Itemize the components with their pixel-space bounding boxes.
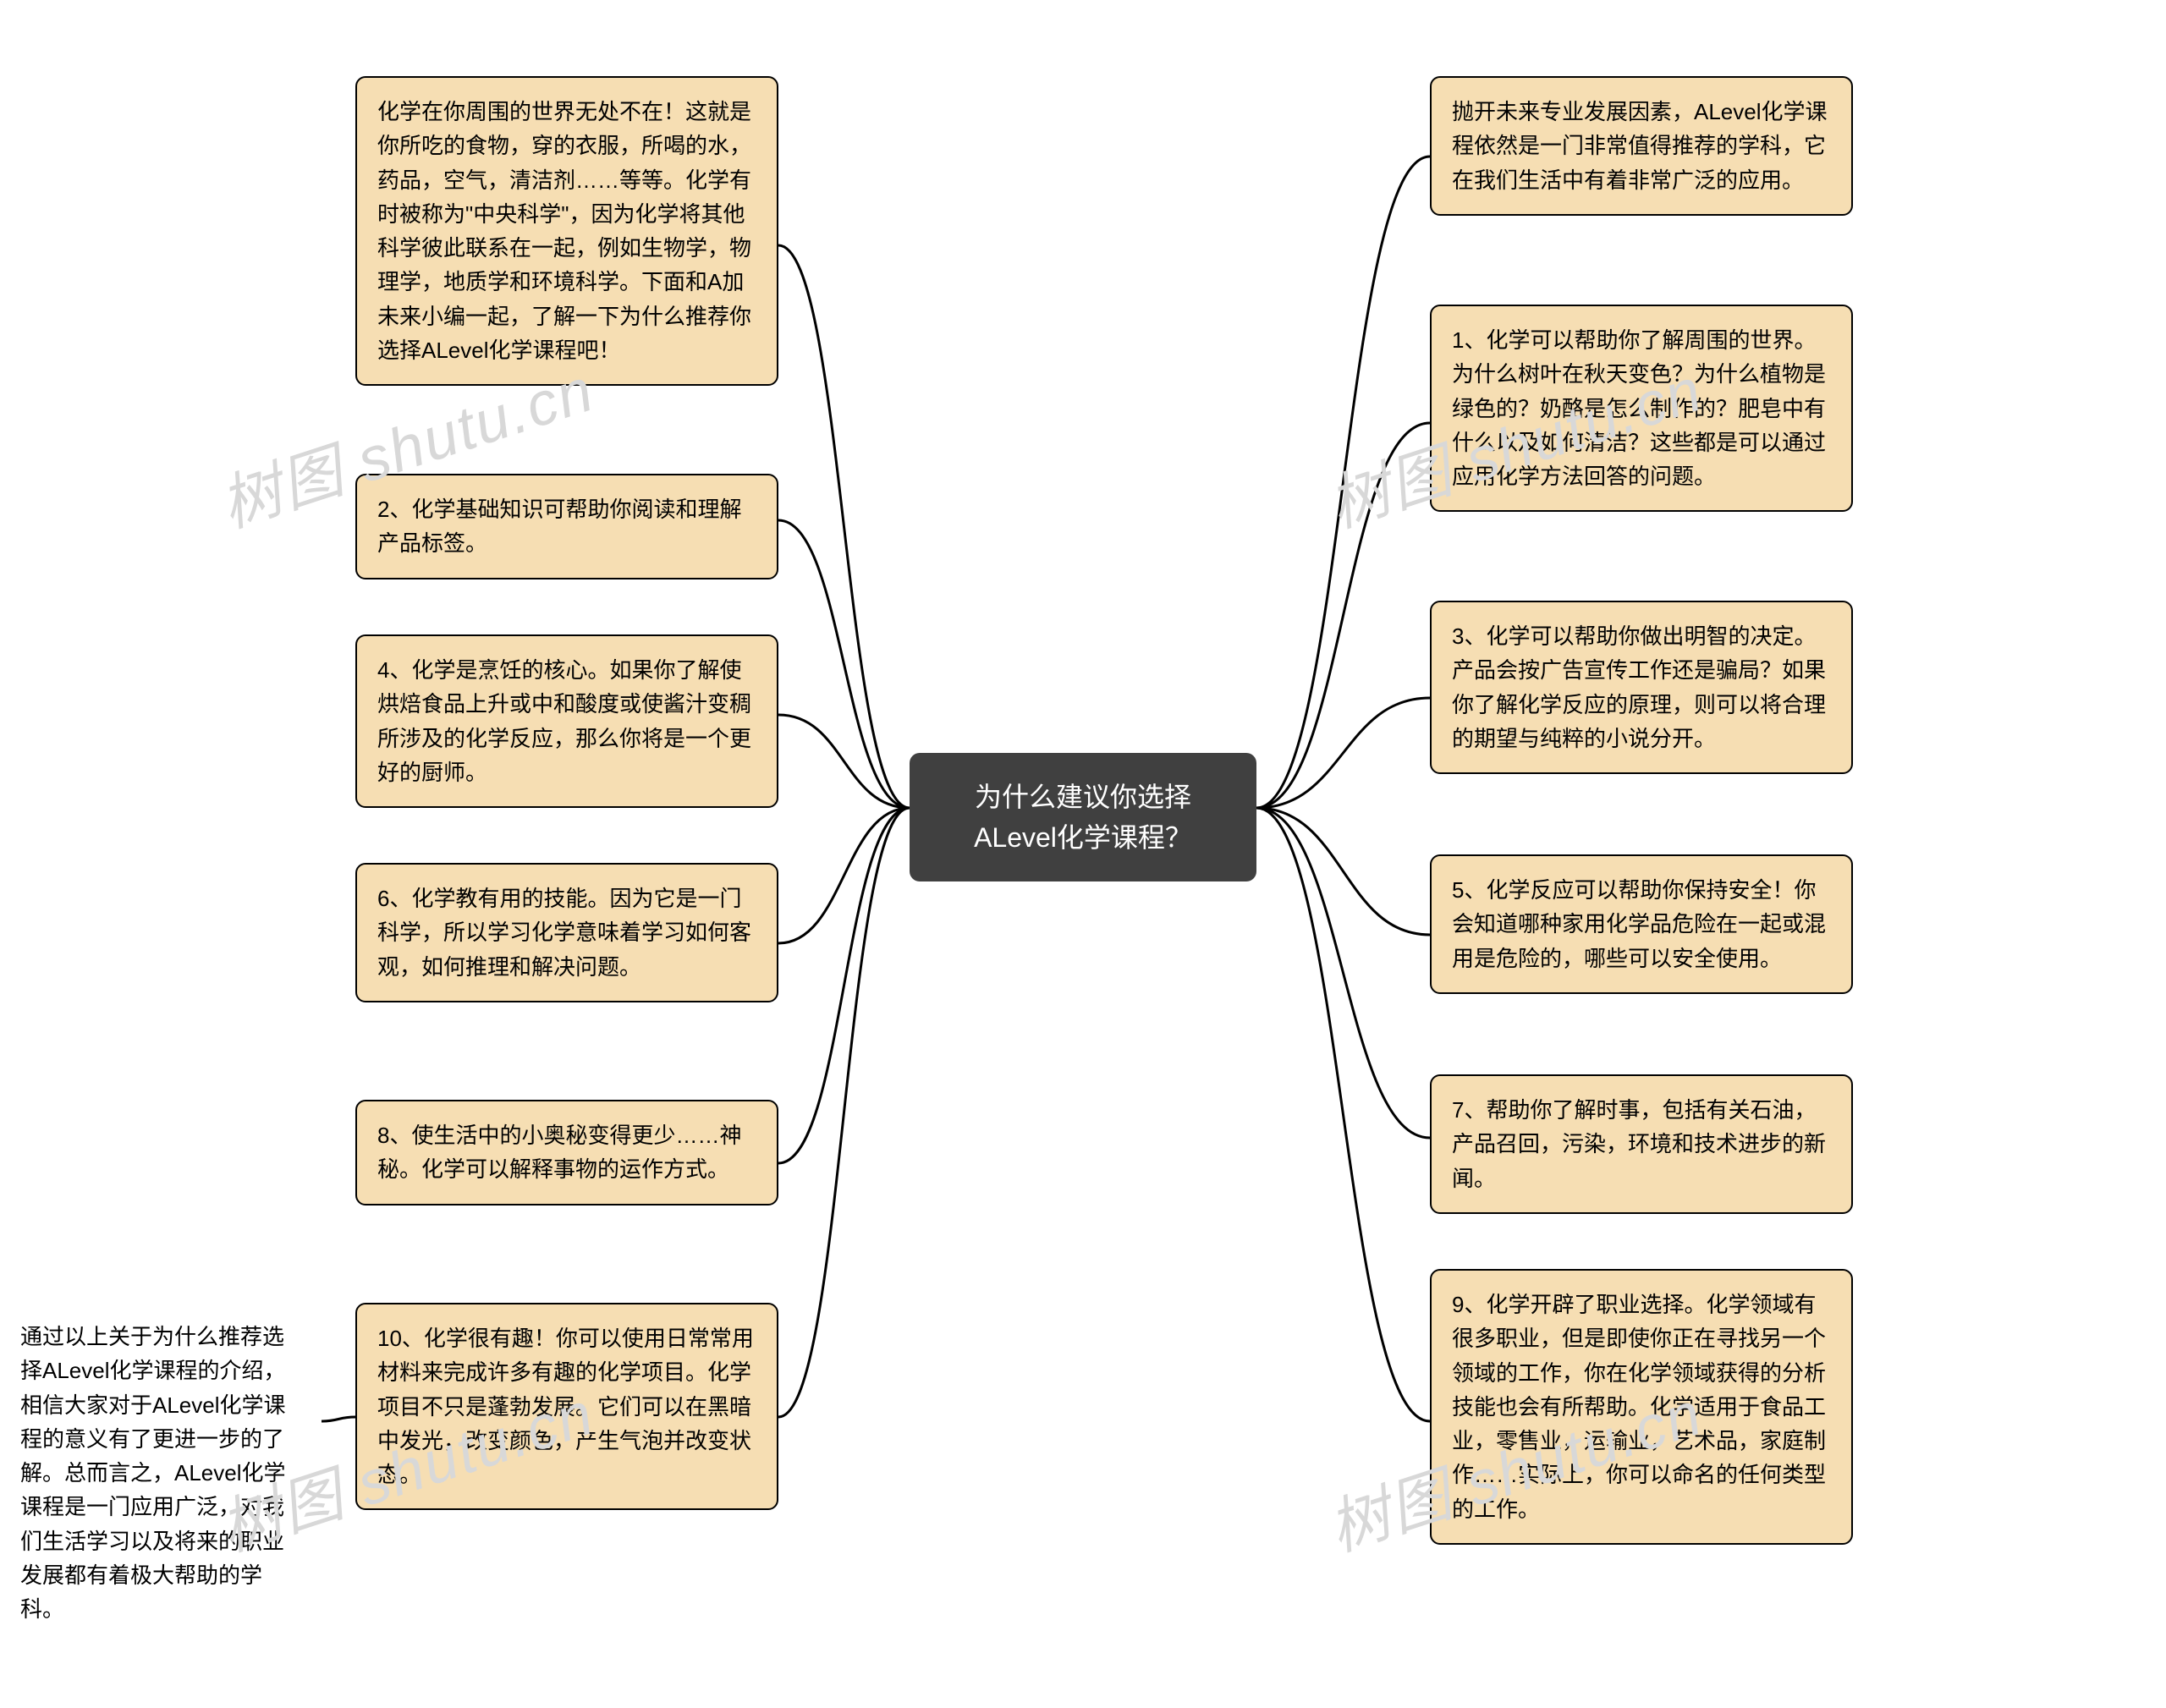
branch-text: 2、化学基础知识可帮助你阅读和理解产品标签。 (377, 497, 741, 556)
connector (1256, 698, 1430, 808)
branch-reason-7[interactable]: 7、帮助你了解时事，包括有关石油，产品召回，污染，环境和技术进步的新闻。 (1430, 1074, 1853, 1214)
branch-text: 通过以上关于为什么推荐选择ALevel化学课程的介绍，相信大家对于ALevel化… (20, 1324, 286, 1622)
connector (778, 520, 910, 808)
center-topic[interactable]: 为什么建议你选择ALevel化学课程？ (910, 753, 1256, 881)
branch-text: 8、使生活中的小奥秘变得更少……神秘。化学可以解释事物的运作方式。 (377, 1123, 741, 1182)
branch-text: 7、帮助你了解时事，包括有关石油，产品召回，污染，环境和技术进步的新闻。 (1452, 1097, 1826, 1191)
connector (1256, 423, 1430, 808)
branch-reason-4[interactable]: 4、化学是烹饪的核心。如果你了解使烘焙食品上升或中和酸度或使酱汁变稠所涉及的化学… (355, 634, 778, 808)
connector (1256, 157, 1430, 808)
branch-reason-9[interactable]: 9、化学开辟了职业选择。化学领域有很多职业，但是即使你正在寻找另一个领域的工作，… (1430, 1269, 1853, 1545)
branch-text: 化学在你周围的世界无处不在！这就是你所吃的食物，穿的衣服，所喝的水，药品，空气，… (377, 99, 751, 363)
branch-text: 1、化学可以帮助你了解周围的世界。为什么树叶在秋天变色？为什么植物是绿色的？奶酪… (1452, 327, 1826, 489)
branch-text: 3、化学可以帮助你做出明智的决定。产品会按广告宣传工作还是骗局？如果你了解化学反… (1452, 623, 1826, 751)
branch-reason-5[interactable]: 5、化学反应可以帮助你保持安全！你会知道哪种家用化学品危险在一起或混用是危险的，… (1430, 854, 1853, 994)
connector (1256, 808, 1430, 935)
connector (778, 808, 910, 1417)
branch-text: 10、化学很有趣！你可以使用日常常用材料来完成许多有趣的化学项目。化学项目不只是… (377, 1326, 754, 1487)
branch-text: 6、化学教有用的技能。因为它是一门科学，所以学习化学意味着学习如何客观，如何推理… (377, 886, 751, 980)
connector (778, 808, 910, 943)
branch-reason-2[interactable]: 2、化学基础知识可帮助你阅读和理解产品标签。 (355, 474, 778, 579)
branch-summary[interactable]: 抛开未来专业发展因素，ALevel化学课程依然是一门非常值得推荐的学科，它在我们… (1430, 76, 1853, 216)
branch-text: 9、化学开辟了职业选择。化学领域有很多职业，但是即使你正在寻找另一个领域的工作，… (1452, 1292, 1826, 1522)
branch-reason-10[interactable]: 10、化学很有趣！你可以使用日常常用材料来完成许多有趣的化学项目。化学项目不只是… (355, 1303, 778, 1510)
connector (778, 808, 910, 1163)
center-topic-text: 为什么建议你选择ALevel化学课程？ (974, 782, 1192, 853)
connector (778, 715, 910, 808)
branch-conclusion[interactable]: 通过以上关于为什么推荐选择ALevel化学课程的介绍，相信大家对于ALevel化… (0, 1303, 322, 1644)
branch-reason-3[interactable]: 3、化学可以帮助你做出明智的决定。产品会按广告宣传工作还是骗局？如果你了解化学反… (1430, 601, 1853, 774)
branch-reason-8[interactable]: 8、使生活中的小奥秘变得更少……神秘。化学可以解释事物的运作方式。 (355, 1100, 778, 1205)
connector (322, 1417, 355, 1421)
branch-reason-1[interactable]: 1、化学可以帮助你了解周围的世界。为什么树叶在秋天变色？为什么植物是绿色的？奶酪… (1430, 305, 1853, 512)
branch-text: 5、化学反应可以帮助你保持安全！你会知道哪种家用化学品危险在一起或混用是危险的，… (1452, 877, 1826, 971)
branch-text: 抛开未来专业发展因素，ALevel化学课程依然是一门非常值得推荐的学科，它在我们… (1452, 99, 1828, 193)
branch-intro[interactable]: 化学在你周围的世界无处不在！这就是你所吃的食物，穿的衣服，所喝的水，药品，空气，… (355, 76, 778, 386)
mindmap-canvas: 为什么建议你选择ALevel化学课程？ 化学在你周围的世界无处不在！这就是你所吃… (0, 0, 2166, 1708)
branch-reason-6[interactable]: 6、化学教有用的技能。因为它是一门科学，所以学习化学意味着学习如何客观，如何推理… (355, 863, 778, 1002)
connector (1256, 808, 1430, 1421)
branch-text: 4、化学是烹饪的核心。如果你了解使烘焙食品上升或中和酸度或使酱汁变稠所涉及的化学… (377, 657, 751, 785)
connector (778, 245, 910, 808)
connector (1256, 808, 1430, 1138)
